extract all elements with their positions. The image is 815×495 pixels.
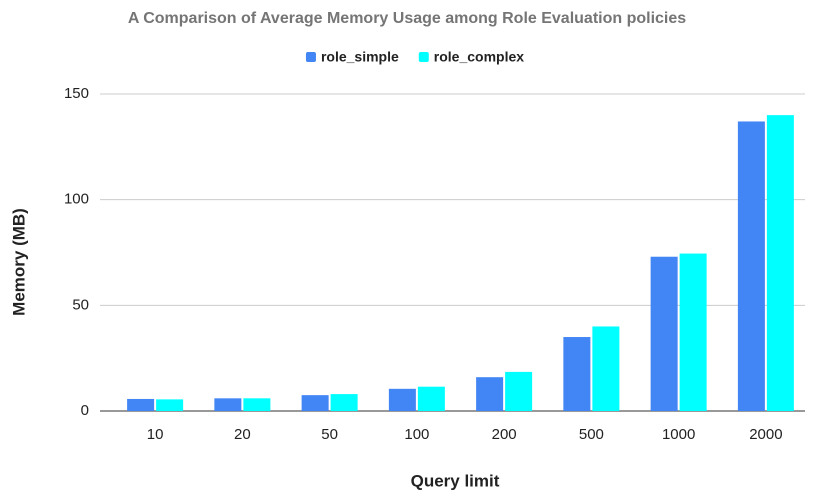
- x-tick-label: 20: [234, 426, 251, 443]
- bar: [417, 386, 445, 411]
- y-axis-label: Memory (MB): [9, 208, 28, 316]
- legend-label: role_simple: [321, 49, 399, 65]
- y-tick-label: 50: [72, 296, 89, 313]
- bar: [214, 398, 242, 411]
- bar: [301, 395, 329, 411]
- bar: [330, 394, 358, 411]
- y-tick-label: 100: [64, 191, 89, 208]
- x-tick-label: 500: [579, 426, 604, 443]
- legend-label: role_complex: [434, 49, 524, 65]
- x-tick-label: 200: [492, 426, 517, 443]
- bar: [679, 253, 707, 411]
- x-tick-label: 100: [404, 426, 429, 443]
- bar: [650, 256, 678, 411]
- bar: [505, 371, 533, 411]
- x-tick-label: 1000: [662, 426, 695, 443]
- x-tick-label: 2000: [749, 426, 782, 443]
- x-axis-label: Query limit: [411, 471, 500, 490]
- bar: [737, 121, 765, 412]
- bar: [243, 398, 271, 411]
- y-tick-label: 150: [64, 85, 89, 102]
- bar: [592, 326, 620, 411]
- bar: [563, 337, 591, 411]
- x-tick-label: 50: [321, 426, 338, 443]
- legend-swatch: [305, 52, 316, 62]
- bar: [156, 399, 184, 411]
- bar: [476, 377, 504, 411]
- legend: role_simple role_complex: [305, 49, 524, 65]
- chart-title: A Comparison of Average Memory Usage amo…: [128, 10, 686, 27]
- legend-swatch: [418, 52, 429, 62]
- bar: [766, 115, 794, 411]
- bar: [127, 398, 155, 411]
- bar: [388, 388, 416, 411]
- y-tick-label: 0: [81, 402, 89, 419]
- x-tick-label: 10: [147, 426, 164, 443]
